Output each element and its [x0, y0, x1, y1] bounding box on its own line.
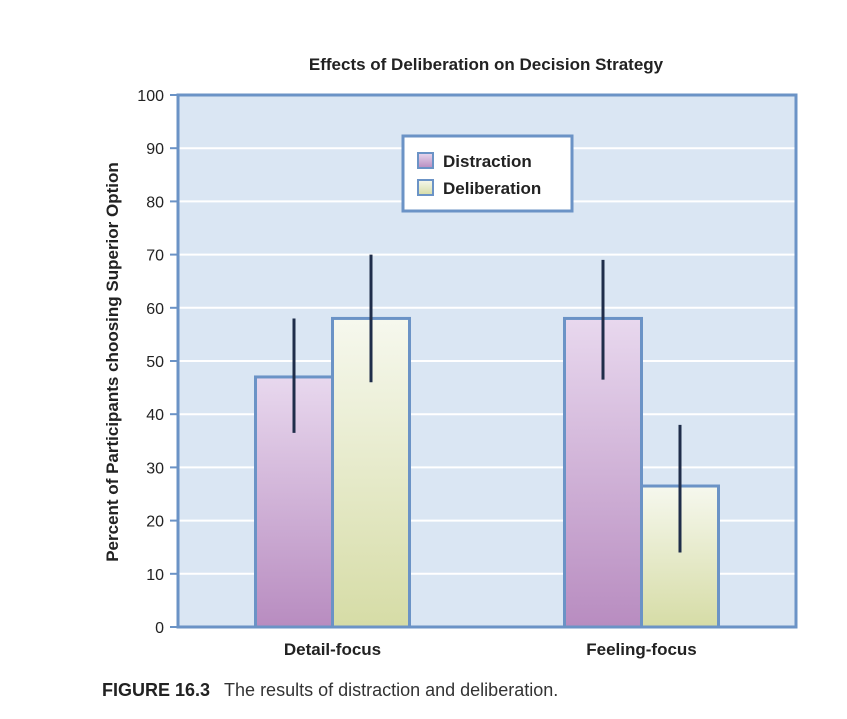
y-tick-label: 20 — [146, 514, 164, 531]
y-tick-label: 0 — [155, 620, 164, 637]
plot-border — [176, 93, 798, 629]
figure-label: FIGURE 16.3 — [102, 680, 211, 700]
y-tick-label: 60 — [146, 301, 164, 318]
legend-label: Deliberation — [443, 179, 541, 198]
legend-label: Distraction — [443, 152, 532, 171]
legend-box — [401, 134, 574, 213]
y-tick-label: 80 — [146, 194, 164, 211]
x-tick-label: Detail-focus — [284, 640, 381, 659]
y-axis-label: Percent of Participants choosing Superio… — [103, 162, 122, 562]
y-axis: 0 10 20 30 40 50 60 70 80 90 100 — [137, 88, 178, 637]
x-axis: Detail-focus Feeling-focus — [284, 640, 697, 659]
legend: Distraction Deliberation — [401, 134, 574, 213]
legend-swatch — [417, 152, 434, 169]
bars — [254, 316, 720, 629]
y-tick-label: 50 — [146, 354, 164, 371]
y-tick-label: 90 — [146, 141, 164, 158]
y-tick-label: 30 — [146, 460, 164, 477]
y-tick-label: 40 — [146, 407, 164, 424]
x-tick-label: Feeling-focus — [586, 640, 697, 659]
caption-text: The results of distraction and deliberat… — [224, 680, 559, 700]
chart-title: Effects of Deliberation on Decision Stra… — [309, 55, 664, 74]
y-tick-label: 10 — [146, 567, 164, 584]
bar-chart: Effects of Deliberation on Decision Stra… — [103, 55, 798, 659]
figure-caption: FIGURE 16.3 The results of distraction an… — [102, 680, 558, 701]
y-tick-label: 100 — [137, 88, 164, 105]
y-tick-label: 70 — [146, 248, 164, 265]
legend-swatch — [417, 179, 434, 196]
error-bars — [292, 254, 682, 553]
